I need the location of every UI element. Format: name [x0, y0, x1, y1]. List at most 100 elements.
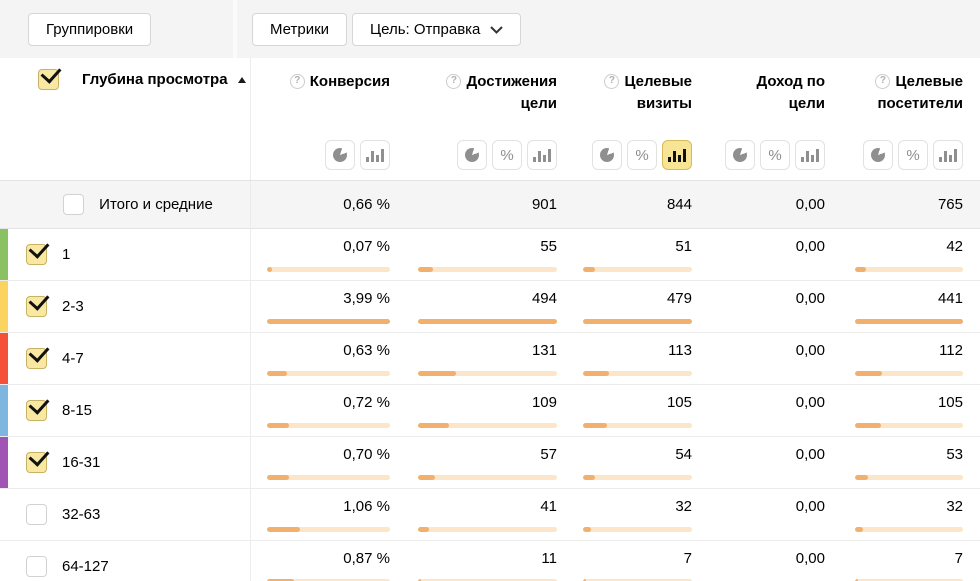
row-label: 4-7 [62, 350, 84, 367]
cell-value: 0,00 [795, 195, 825, 213]
select-all-checkbox[interactable] [38, 69, 59, 90]
row-label-cell: 4-7 [0, 333, 251, 384]
cell-value: 109 [531, 394, 557, 411]
help-icon[interactable]: ? [446, 73, 462, 89]
row-label: Итого и средние [99, 196, 213, 213]
goal-reaches-cell: 57 [390, 437, 557, 488]
value-bar [418, 475, 557, 480]
goal-revenue-cell: 0,00 [692, 181, 825, 228]
target-visitors-cell: 7 [825, 541, 980, 581]
row-checkbox[interactable] [26, 400, 47, 421]
column-title[interactable]: ? Конверсия [267, 71, 390, 93]
row-checkbox[interactable] [26, 504, 47, 525]
bar-chart-icon [939, 148, 957, 162]
column-header-conversion: ? Конверсия [251, 58, 390, 180]
percent-icon: % [635, 146, 649, 164]
dimension-header-label[interactable]: Глубина просмотра [82, 71, 246, 88]
bars-view-button[interactable] [795, 140, 825, 170]
row-label-cell: 1 [0, 229, 251, 280]
target-visits-cell: 32 [557, 489, 692, 540]
cell-value: 0,00 [795, 498, 825, 515]
bar-chart-icon [801, 148, 819, 162]
pie-icon [871, 148, 885, 162]
value-bar [583, 319, 692, 324]
bars-view-button-selected[interactable] [662, 140, 692, 170]
value-bar [855, 579, 963, 581]
cell-value: 0,00 [795, 238, 825, 255]
pie-view-button[interactable] [725, 140, 755, 170]
cell-value: 0,87 % [343, 550, 390, 567]
column-title[interactable]: ? Достижения цели [418, 71, 557, 115]
conversion-cell: 0,72 % [251, 385, 390, 436]
cell-value: 0,72 % [343, 394, 390, 411]
row-color-strip [0, 437, 8, 488]
row-checkbox[interactable] [26, 244, 47, 265]
cell-value: 0,66 % [343, 195, 390, 213]
cell-value: 7 [954, 550, 963, 567]
cell-value: 55 [540, 238, 557, 255]
cell-value: 105 [666, 394, 692, 411]
row-checkbox[interactable] [26, 296, 47, 317]
row-label-cell: 32-63 [0, 489, 251, 540]
pie-view-button[interactable] [592, 140, 622, 170]
target-visitors-cell: 105 [825, 385, 980, 436]
goal-selector-button[interactable]: Цель: Отправка [352, 13, 522, 46]
goal-revenue-cell: 0,00 [692, 489, 825, 540]
goal-revenue-cell: 0,00 [692, 541, 825, 581]
bars-view-button[interactable] [933, 140, 963, 170]
help-icon[interactable]: ? [289, 73, 305, 89]
row-label: 32-63 [62, 506, 101, 523]
goal-reaches-cell: 494 [390, 281, 557, 332]
row-checkbox[interactable] [26, 556, 47, 577]
row-checkbox[interactable] [26, 452, 47, 473]
percent-icon: % [768, 146, 782, 164]
view-toggles [267, 140, 390, 170]
metrics-button[interactable]: Метрики [252, 13, 348, 46]
table-row: 32-63 1,06 % 41 32 0,00 32 [0, 489, 980, 541]
column-title[interactable]: ? Целевые визиты [583, 71, 692, 115]
cell-value: 51 [675, 238, 692, 255]
cell-value: 1,06 % [343, 498, 390, 515]
column-header-target-visits: ? Целевые визиты % [557, 58, 692, 180]
bars-view-button[interactable] [360, 140, 390, 170]
help-icon[interactable]: ? [604, 73, 620, 89]
conversion-cell: 0,07 % [251, 229, 390, 280]
value-bar [418, 527, 557, 532]
target-visitors-cell: 441 [825, 281, 980, 332]
pie-icon [600, 148, 614, 162]
pie-view-button[interactable] [863, 140, 893, 170]
column-title[interactable]: Доход по цели [756, 73, 825, 112]
help-icon[interactable]: ? [875, 73, 891, 89]
pie-view-button[interactable] [325, 140, 355, 170]
row-label: 8-15 [62, 402, 93, 419]
value-bar [418, 579, 557, 581]
row-checkbox[interactable] [63, 194, 85, 215]
percent-view-button[interactable]: % [627, 140, 657, 170]
value-bar [267, 527, 390, 532]
row-checkbox[interactable] [26, 348, 47, 369]
value-bar [418, 267, 557, 272]
column-header-target-visitors: ? Целевые посетители % [825, 58, 980, 180]
pie-icon [733, 148, 747, 162]
row-color-strip [0, 385, 8, 436]
percent-view-button[interactable]: % [492, 140, 522, 170]
percent-view-button[interactable]: % [898, 140, 928, 170]
goal-revenue-cell: 0,00 [692, 229, 825, 280]
percent-view-button[interactable]: % [760, 140, 790, 170]
pie-icon [333, 148, 347, 162]
row-label-cell: 16-31 [0, 437, 251, 488]
bars-view-button[interactable] [527, 140, 557, 170]
value-bar [267, 579, 390, 581]
groupings-button[interactable]: Группировки [28, 13, 152, 46]
column-title[interactable]: ? Целевые посетители [875, 73, 963, 112]
table-header: Глубина просмотра ? Конверсия ? Достижения… [0, 58, 980, 180]
row-label: 1 [62, 246, 71, 263]
cell-value: 844 [666, 195, 692, 213]
cell-value: 0,00 [795, 446, 825, 463]
value-bar [267, 371, 390, 376]
pie-view-button[interactable] [457, 140, 487, 170]
table-row: 64-127 0,87 % 11 7 0,00 7 [0, 541, 980, 581]
percent-icon: % [500, 146, 514, 164]
sort-asc-icon [237, 77, 246, 83]
goal-revenue-cell: 0,00 [692, 437, 825, 488]
